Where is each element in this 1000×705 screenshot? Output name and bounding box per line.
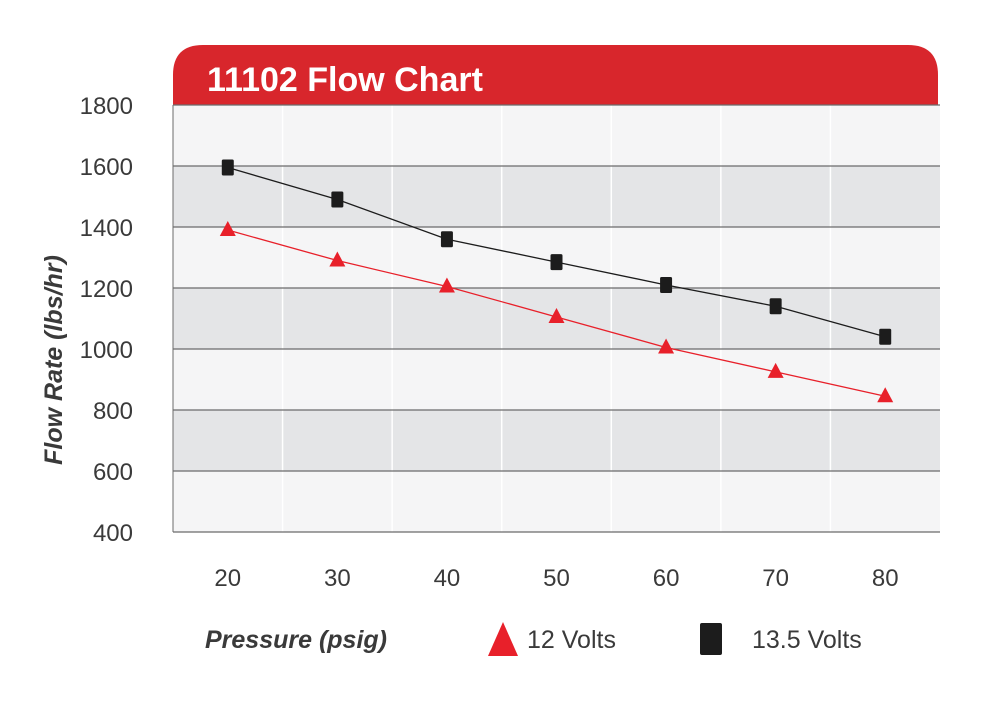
y-axis-label: Flow Rate (lbs/hr): [40, 255, 68, 465]
data-point-13-5-volts: [440, 231, 453, 248]
x-tick-label: 80: [872, 565, 899, 592]
data-point-12-volts: [658, 338, 675, 354]
plot-band: [173, 471, 940, 532]
x-tick-label: 30: [324, 565, 351, 592]
data-point-12-volts: [219, 221, 236, 237]
data-point-12-volts: [877, 387, 894, 403]
y-tick-label: 1800: [80, 93, 133, 120]
data-point-13-5-volts: [769, 298, 782, 315]
data-point-13-5-volts: [879, 328, 892, 345]
x-tick-label: 20: [214, 565, 241, 592]
data-point-13-5-volts: [660, 276, 673, 293]
legend-marker-12-volts: [488, 622, 518, 656]
legend: 12 Volts 13.5 Volts: [488, 622, 862, 656]
data-point-12-volts: [329, 251, 346, 267]
data-point-13-5-volts: [221, 159, 234, 176]
plot-band: [173, 166, 940, 227]
x-axis-ticks: 20 30 40 50 60 70 80: [214, 565, 898, 592]
plot-band: [173, 105, 940, 166]
y-tick-label: 1200: [80, 276, 133, 303]
chart-title-banner: [173, 45, 938, 105]
y-tick-label: 600: [93, 459, 133, 486]
y-tick-label: 1400: [80, 215, 133, 242]
y-tick-label: 800: [93, 398, 133, 425]
x-tick-label: 40: [434, 565, 461, 592]
data-point-13-5-volts: [550, 254, 563, 271]
series-markers: [219, 159, 894, 403]
legend-marker-13-5-volts: [700, 623, 722, 655]
x-tick-label: 70: [762, 565, 789, 592]
y-tick-label: 400: [93, 520, 133, 547]
x-tick-label: 50: [543, 565, 570, 592]
y-tick-label: 1000: [80, 337, 133, 364]
data-point-12-volts: [438, 277, 455, 293]
plot-band: [173, 349, 940, 410]
data-point-12-volts: [548, 307, 565, 323]
y-tick-label: 1600: [80, 154, 133, 181]
x-axis-label: Pressure (psig): [205, 626, 387, 654]
y-axis-ticks: 400 600 800 1000 1200 1400 1600 1800: [80, 93, 133, 547]
legend-label-12-volts: 12 Volts: [527, 626, 616, 654]
gridlines: [172, 104, 940, 533]
plot-band: [173, 410, 940, 471]
data-point-12-volts: [767, 362, 784, 378]
data-point-13-5-volts: [331, 191, 344, 208]
x-tick-label: 60: [653, 565, 680, 592]
chart-title: 11102 Flow Chart: [207, 61, 483, 99]
legend-label-13-5-volts: 13.5 Volts: [752, 626, 862, 654]
